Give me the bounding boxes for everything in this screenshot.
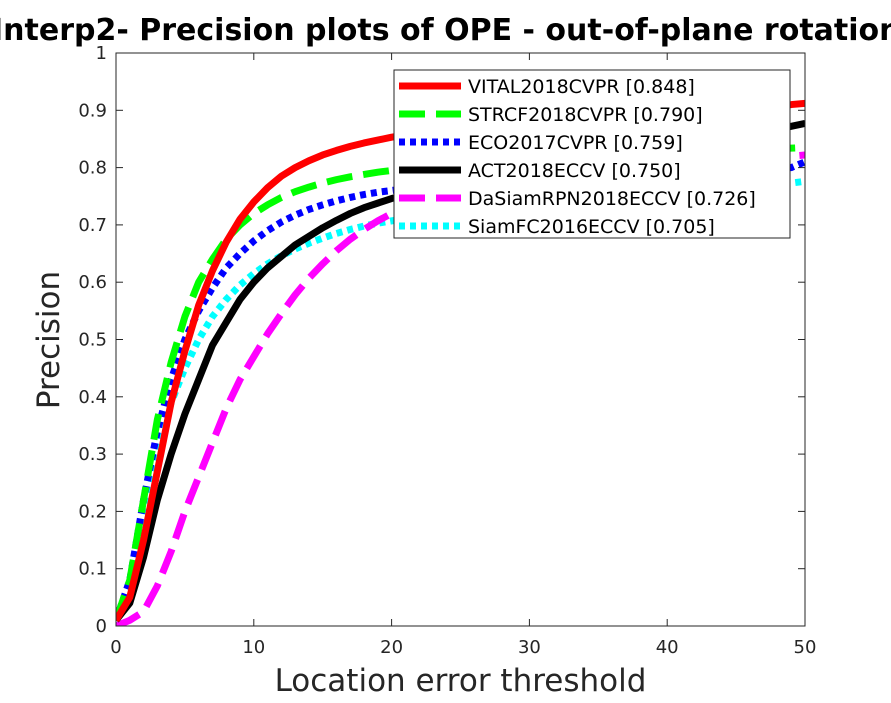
tick-layer: 0 10 20 30 40 50 0 0.1 0.2 0.3 0.4 0.5 0.6 0.7 0.8 0.9 1 [78,43,816,658]
legend-label-0: VITAL2018CVPR [0.848] [468,76,695,98]
y-tick-label-4: 0.4 [78,387,107,408]
chart-title: Interp2- Precision plots of OPE - out-of… [0,13,891,48]
x-axis-label: Location error threshold [275,663,647,699]
x-tick-label-2: 20 [380,637,403,658]
legend-label-1: STRCF2018CVPR [0.790] [468,104,703,126]
x-tick-label-4: 40 [656,637,679,658]
y-axis-label: Precision [31,271,67,409]
x-tick-label-1: 10 [242,637,265,658]
x-tick-label-5: 50 [794,637,817,658]
legend-box [393,69,791,239]
x-tick-label-3: 30 [518,637,541,658]
legend-label-3: ACT2018ECCV [0.750] [468,160,681,182]
x-tick-label-0: 0 [110,637,121,658]
legend-label-5: SiamFC2016ECCV [0.705] [468,216,715,238]
y-tick-label-9: 0.9 [78,100,107,121]
y-tick-label-1: 0.1 [78,559,107,580]
y-tick-label-3: 0.3 [78,444,107,465]
y-tick-label-5: 0.5 [78,330,107,351]
y-tick-label-2: 0.2 [78,501,107,522]
legend: VITAL2018CVPR [0.848] STRCF2018CVPR [0.79… [393,69,791,239]
y-tick-label-0: 0 [96,616,107,637]
y-tick-label-6: 0.6 [78,272,107,293]
y-tick-label-7: 0.7 [78,215,107,236]
y-tick-label-10: 1 [96,43,107,64]
y-tick-label-8: 0.8 [78,158,107,179]
legend-label-2: ECO2017CVPR [0.759] [468,132,683,154]
legend-label-4: DaSiamRPN2018ECCV [0.726] [468,188,756,210]
